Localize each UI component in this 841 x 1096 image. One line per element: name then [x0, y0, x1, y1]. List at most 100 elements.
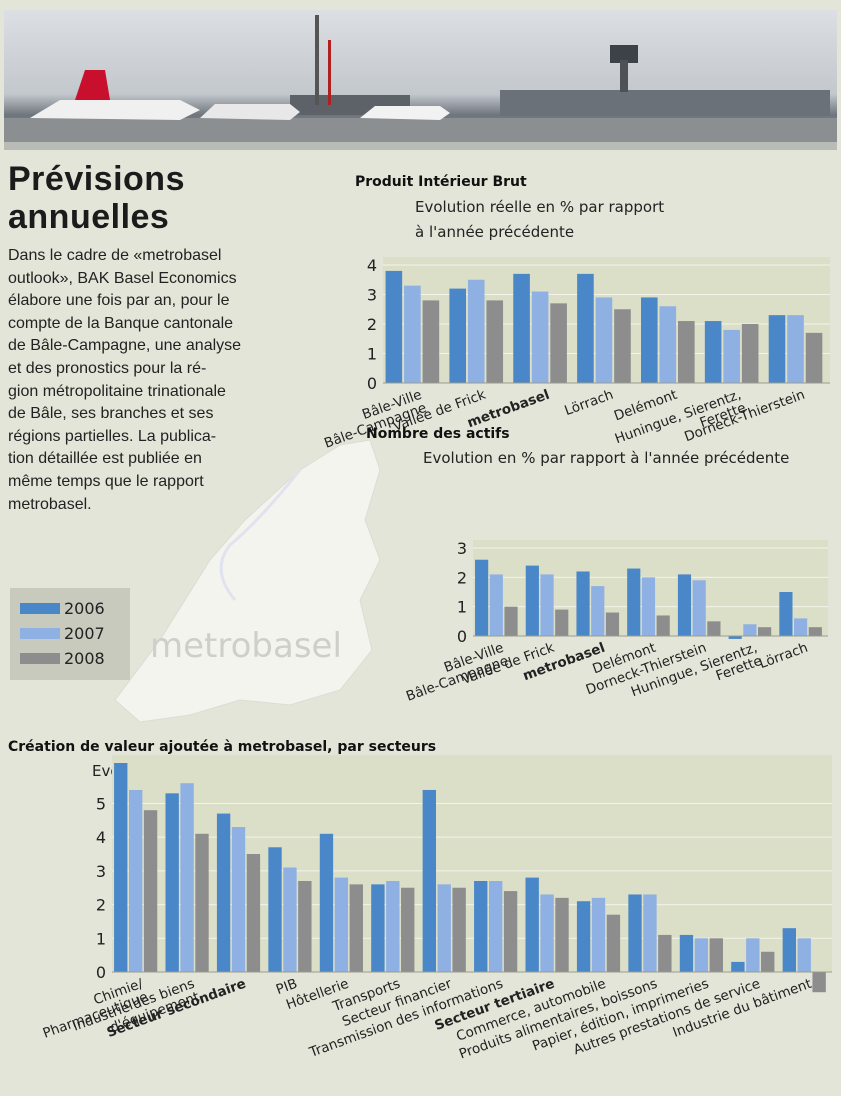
- y-tick-label: 5: [96, 794, 106, 813]
- bar: [809, 627, 822, 636]
- chart-title: Création de valeur ajoutée à metrobasel,…: [8, 739, 436, 755]
- bar: [710, 938, 723, 972]
- bar: [386, 271, 403, 383]
- bar: [165, 793, 178, 972]
- bar: [577, 901, 590, 972]
- bar: [555, 898, 568, 972]
- bar: [607, 915, 620, 972]
- bar: [783, 928, 796, 972]
- bar: [371, 884, 384, 972]
- bar: [761, 952, 774, 972]
- bar: [423, 790, 436, 972]
- bar: [490, 574, 503, 636]
- bar: [247, 854, 260, 972]
- y-tick-label: 0: [457, 627, 467, 646]
- bar: [474, 881, 487, 972]
- bar: [627, 569, 640, 636]
- chart-subtitle: Evolution en % par rapport à l'année pré…: [423, 449, 789, 467]
- x-tick-label: Lörrach: [757, 640, 810, 672]
- bar: [526, 566, 539, 636]
- y-tick-label: 4: [367, 256, 377, 275]
- page: metrobasel 200620072008 Produit Intérieu…: [0, 0, 841, 1096]
- bar: [806, 333, 823, 383]
- y-tick-label: 3: [367, 286, 377, 305]
- bar: [794, 618, 807, 636]
- bar: [298, 881, 311, 972]
- bar: [114, 763, 127, 972]
- bar: [678, 574, 691, 636]
- bar: [401, 888, 414, 972]
- legend-label: 2006: [64, 599, 105, 618]
- y-tick-label: 1: [96, 929, 106, 948]
- bar: [540, 894, 553, 972]
- bar: [769, 315, 786, 383]
- bar: [695, 938, 708, 972]
- bar: [525, 878, 538, 972]
- bar: [798, 938, 811, 972]
- x-tick-label: Lörrach: [562, 387, 615, 419]
- bar: [577, 274, 594, 383]
- bar: [779, 592, 792, 636]
- bar: [283, 868, 296, 973]
- bar: [614, 309, 631, 383]
- bar: [217, 814, 230, 972]
- bar: [449, 289, 466, 383]
- y-tick-label: 2: [96, 896, 106, 915]
- bar: [731, 962, 744, 972]
- legend: 2006 2007 2008: [10, 588, 130, 680]
- bar: [591, 586, 604, 636]
- y-tick-label: 0: [367, 374, 377, 393]
- bar: [452, 888, 465, 972]
- bar: [489, 881, 502, 972]
- bar: [468, 280, 485, 383]
- bar: [576, 571, 589, 636]
- bar: [550, 303, 567, 383]
- bar: [513, 274, 530, 383]
- bar: [707, 621, 720, 636]
- article-title: Prévisions annuelles: [8, 160, 185, 236]
- legend-label: 2008: [64, 649, 105, 668]
- bar: [532, 292, 549, 383]
- bar: [438, 884, 451, 972]
- bar: [555, 610, 568, 636]
- bar: [705, 321, 722, 383]
- bar: [592, 898, 605, 972]
- bar: [723, 330, 740, 383]
- bar: [504, 607, 517, 636]
- bar: [787, 315, 804, 383]
- bar: [743, 624, 756, 636]
- bar: [540, 574, 553, 636]
- bar: [320, 834, 333, 972]
- bar: [693, 580, 706, 636]
- bar: [660, 306, 677, 383]
- bar: [746, 938, 759, 972]
- y-tick-label: 3: [457, 539, 467, 558]
- bar: [628, 894, 641, 972]
- bar: [742, 324, 759, 383]
- y-tick-label: 1: [457, 598, 467, 617]
- bar: [812, 972, 825, 992]
- bar: [350, 884, 363, 972]
- y-tick-label: 3: [96, 862, 106, 881]
- bar: [144, 810, 157, 972]
- photo: [4, 10, 837, 150]
- chart-title: Produit Intérieur Brut: [355, 174, 527, 190]
- bar: [596, 297, 613, 383]
- legend-swatch: [20, 628, 60, 639]
- bar: [335, 878, 348, 972]
- legend-label: 2007: [64, 624, 105, 643]
- chart-title: Nombre des actifs: [366, 426, 510, 442]
- y-tick-label: 2: [367, 315, 377, 334]
- bar: [268, 847, 281, 972]
- bar: [486, 300, 503, 383]
- bar: [758, 627, 771, 636]
- bar: [475, 560, 488, 636]
- y-tick-label: 2: [457, 568, 467, 587]
- bar: [180, 783, 193, 972]
- bar: [504, 891, 517, 972]
- bar: [232, 827, 245, 972]
- bar: [658, 935, 671, 972]
- y-tick-label: 1: [367, 345, 377, 364]
- y-tick-label: 4: [96, 828, 106, 847]
- bar: [641, 297, 658, 383]
